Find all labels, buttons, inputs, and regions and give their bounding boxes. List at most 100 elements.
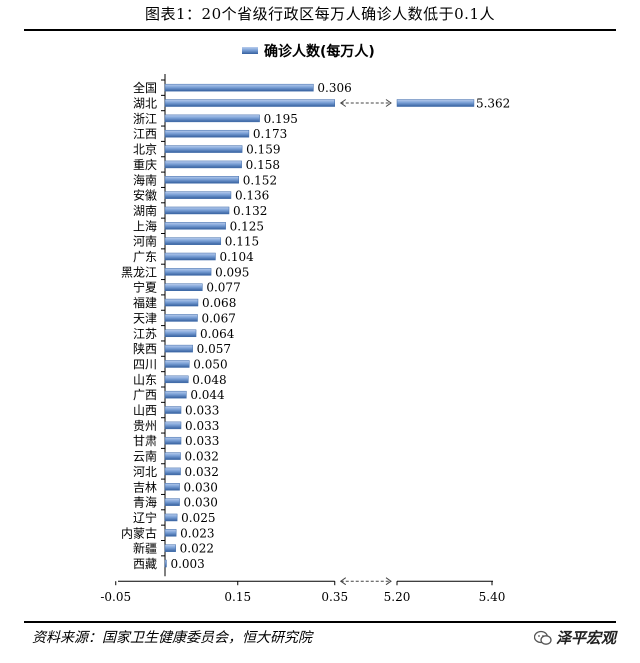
bar: [164, 298, 199, 307]
bar: [164, 513, 178, 522]
x-tick-label: -0.05: [100, 590, 131, 604]
data-label: 0.067: [201, 311, 235, 325]
category-label: 海南: [133, 172, 157, 187]
bar: [164, 375, 189, 384]
bar: [164, 529, 177, 537]
data-label: 0.025: [181, 511, 215, 525]
bar: [164, 145, 243, 153]
category-label: 青海: [133, 495, 157, 510]
bar: [164, 483, 180, 491]
bar: [164, 498, 180, 506]
category-label: 河北: [133, 465, 157, 479]
watermark-text: 泽平宏观: [555, 629, 616, 647]
watermark-logo: 泽平宏观: [533, 627, 616, 649]
bar: [164, 268, 212, 276]
category-label: 重庆: [133, 158, 157, 172]
x-tick-label: 5.20: [384, 590, 411, 604]
bar: [164, 206, 230, 215]
data-label: 0.173: [253, 127, 287, 141]
data-label: 0.136: [235, 189, 269, 203]
bar: [164, 421, 182, 430]
category-label: 宁夏: [133, 280, 157, 295]
top-rule: [24, 29, 616, 31]
bar: [164, 344, 193, 353]
data-label: 0.044: [190, 388, 225, 402]
data-label: 0.104: [219, 250, 254, 264]
x-tick-label: 0.15: [224, 590, 251, 604]
bar: [164, 160, 242, 169]
data-label: 0.033: [185, 434, 219, 448]
bar: [164, 544, 176, 552]
category-label: 四川: [133, 357, 157, 371]
data-label: 0.033: [185, 404, 219, 418]
category-label: 浙江: [133, 112, 157, 126]
wechat-icon: [533, 630, 552, 645]
category-label: 山东: [133, 373, 157, 387]
data-label: 0.048: [192, 373, 226, 387]
bar: [164, 390, 187, 399]
data-label: 0.057: [197, 342, 231, 356]
data-label: 5.362: [476, 97, 510, 111]
data-label: 0.050: [193, 357, 227, 371]
data-label: 0.306: [317, 81, 351, 95]
category-label: 山西: [133, 404, 157, 418]
bar: [164, 222, 226, 230]
data-label: 0.030: [184, 480, 218, 494]
category-label: 西藏: [133, 557, 157, 571]
bar: [164, 99, 335, 107]
data-label: 0.158: [246, 158, 280, 172]
data-label: 0.033: [185, 419, 219, 433]
bar: [164, 237, 222, 245]
category-label: 陕西: [133, 341, 157, 356]
bar: [164, 83, 314, 92]
break-arrow-left: [339, 99, 347, 107]
data-label: 0.095: [215, 265, 249, 279]
bar: [164, 314, 198, 322]
source-note: 资料来源：国家卫生健康委员会，恒大研究院: [32, 630, 312, 646]
bar: [164, 452, 181, 460]
data-label: 0.032: [185, 465, 219, 479]
bar: [164, 129, 250, 138]
data-label: 0.195: [264, 112, 298, 126]
category-label: 辽宁: [133, 510, 157, 525]
category-label: 江西: [133, 127, 157, 141]
bar: [164, 360, 190, 368]
bar: [164, 252, 216, 261]
category-label: 内蒙古: [121, 525, 157, 540]
category-label: 全国: [133, 80, 157, 95]
data-label: 0.023: [180, 526, 214, 540]
bar: [164, 114, 260, 123]
bar: [164, 467, 181, 476]
x-tick-label: 0.35: [321, 590, 348, 604]
category-label: 湖北: [133, 96, 157, 111]
category-label: 北京: [133, 143, 157, 157]
legend-swatch: [242, 47, 258, 54]
bar-chart: 确诊人数(每万人) 全国 0.306 湖北 5.362 浙江 0.195 江西 0.173 北京…: [100, 43, 510, 604]
x-tick-label: 5.40: [479, 590, 506, 604]
legend-label: 确诊人数(每万人): [264, 43, 375, 60]
bar: [164, 191, 232, 199]
category-label: 新疆: [133, 541, 157, 556]
bar: [164, 176, 239, 184]
bar: [164, 406, 182, 414]
category-label: 湖南: [133, 203, 157, 218]
bar-continued: [396, 99, 475, 107]
x-axis-break-arrow-left: [339, 577, 347, 586]
data-label: 0.068: [202, 296, 236, 310]
category-label: 贵州: [133, 419, 157, 433]
data-label: 0.132: [233, 204, 267, 218]
bottom-rule: [24, 621, 616, 623]
data-label: 0.030: [184, 496, 218, 510]
data-label: 0.064: [200, 327, 235, 341]
chart-title: 图表1：20个省级行政区每万人确诊人数低于0.1人: [145, 5, 495, 23]
data-label: 0.032: [185, 450, 219, 464]
category-label: 福建: [133, 295, 157, 310]
break-arrow-right: [385, 99, 392, 107]
category-label: 甘肃: [133, 434, 157, 448]
category-label: 黑龙江: [121, 265, 157, 279]
category-label: 广西: [133, 388, 157, 402]
data-label: 0.159: [246, 143, 280, 157]
data-label: 0.125: [230, 219, 264, 233]
data-label: 0.077: [206, 281, 240, 295]
category-label: 安徽: [133, 188, 157, 203]
